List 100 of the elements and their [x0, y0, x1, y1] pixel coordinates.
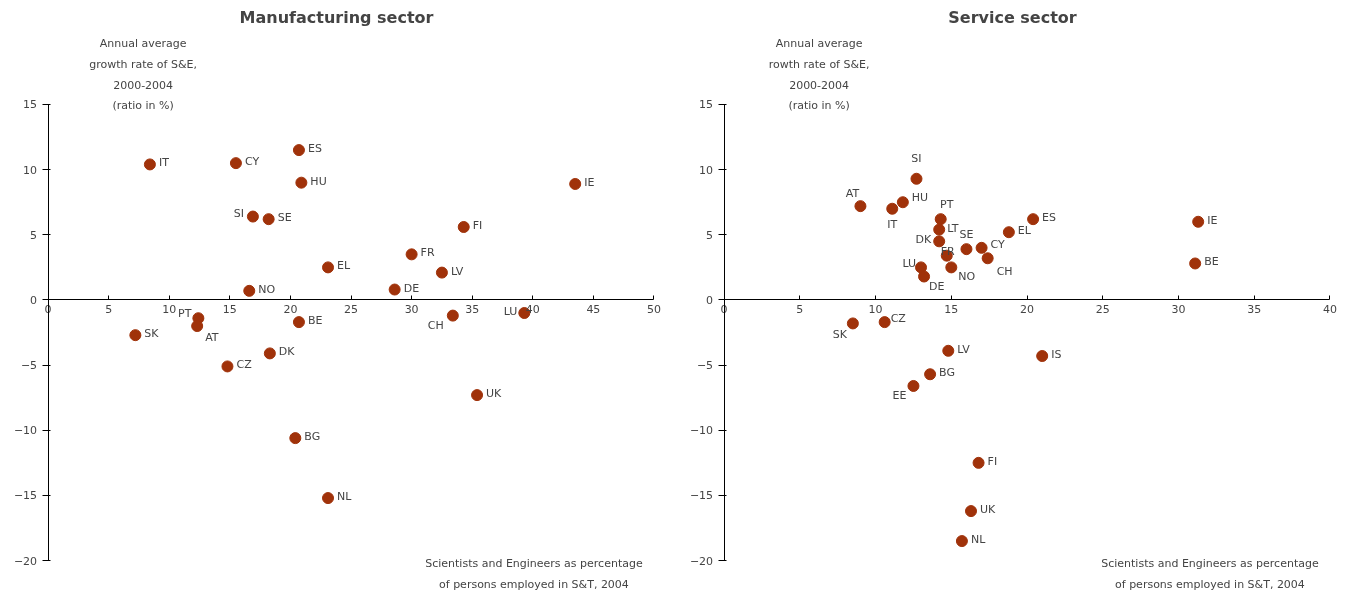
y-tick-label: −10: [689, 424, 714, 438]
y-tick-label: −10: [13, 424, 38, 438]
y-tick-label: 0: [30, 293, 38, 307]
point: [1027, 213, 1040, 226]
annotation: CY: [990, 237, 1006, 251]
y-tick-label: 10: [23, 163, 38, 177]
point: [854, 200, 867, 213]
annotation: FR: [420, 246, 435, 260]
y-axis-title: Annual average rowth rate of S&E, 2000-2004 (ratio in %): [768, 37, 870, 113]
annotation: CH: [427, 318, 444, 332]
point: [1192, 215, 1205, 228]
annotation: EL: [1017, 224, 1032, 238]
x-tick-label: 30: [404, 302, 419, 316]
point: [846, 317, 859, 330]
point: [1036, 350, 1049, 362]
point: [221, 360, 234, 373]
annotation: DE: [929, 279, 945, 293]
point: [457, 221, 470, 233]
x-axis-title: Scientists and Engineers as percentage of persons employed in S&T, 2004: [425, 556, 643, 591]
annotation: CZ: [236, 358, 253, 372]
point: [292, 144, 305, 157]
point: [471, 389, 484, 402]
y-tick-label: 5: [30, 228, 38, 242]
point: [129, 329, 142, 342]
annotation: PT: [178, 307, 192, 321]
point: [322, 492, 335, 505]
annotation: IE: [1207, 213, 1218, 227]
point: [295, 176, 308, 189]
point: [243, 284, 256, 297]
annotation: NL: [337, 490, 353, 504]
point: [263, 347, 276, 360]
y-tick-label: −15: [689, 489, 714, 503]
point: [405, 248, 418, 261]
x-tick-label: 20: [283, 302, 298, 316]
annotation: CZ: [890, 312, 907, 326]
annotation: PT: [940, 198, 954, 212]
y-tick-label: −5: [20, 359, 38, 373]
annotation: SE: [959, 228, 974, 242]
point: [955, 535, 968, 548]
x-tick-label: 30: [1171, 302, 1186, 316]
annotation: CY: [244, 155, 260, 169]
y-tick-label: −5: [696, 359, 714, 373]
annotation: HU: [911, 191, 929, 205]
x-tick-label: 40: [1322, 302, 1337, 316]
y-tick-label: 5: [706, 228, 714, 242]
point: [191, 320, 204, 333]
annotation: UK: [486, 387, 503, 401]
point: [289, 432, 302, 445]
annotation: SE: [277, 211, 292, 225]
point: [965, 505, 977, 518]
x-tick-label: 35: [1247, 302, 1262, 316]
annotation: ES: [1042, 211, 1057, 225]
annotation: BE: [1204, 255, 1219, 269]
point: [262, 213, 275, 226]
point: [933, 223, 946, 236]
annotation: LV: [450, 264, 464, 278]
point: [1002, 226, 1015, 239]
annotation: FI: [987, 454, 998, 468]
x-tick-label: 15: [944, 302, 959, 316]
annotation: LU: [503, 305, 518, 318]
x-tick-label: 25: [344, 302, 359, 316]
point: [292, 316, 305, 329]
y-tick-label: 15: [699, 98, 714, 112]
point: [942, 344, 955, 357]
x-tick-label: 10: [868, 302, 883, 316]
annotation: CH: [996, 265, 1013, 279]
point: [229, 157, 242, 170]
y-tick-label: 10: [699, 163, 714, 177]
annotation: NL: [970, 533, 987, 547]
annotation: LV: [957, 342, 971, 356]
annotation: NO: [958, 270, 976, 284]
x-tick-label: 25: [1095, 302, 1110, 316]
x-tick-label: 15: [222, 302, 237, 316]
annotation: SI: [911, 151, 922, 165]
annotation: DK: [278, 345, 296, 359]
point: [1189, 257, 1202, 270]
annotation: BG: [939, 366, 955, 380]
point: [910, 172, 923, 185]
x-tick-label: 10: [162, 302, 177, 316]
annotation: FR: [940, 244, 956, 258]
annotation: LT: [947, 221, 959, 235]
annotation: HU: [310, 174, 327, 188]
annotation: SK: [144, 327, 160, 341]
annotation: BG: [304, 430, 321, 444]
point: [388, 283, 401, 296]
y-axis-title: Annual average growth rate of S&E, 2000-2004 (ratio in %): [89, 37, 197, 113]
annotation: BE: [307, 314, 323, 328]
annotation: IT: [158, 156, 170, 170]
y-tick-label: −15: [13, 489, 38, 503]
annotation: DE: [403, 281, 420, 295]
point: [878, 316, 891, 329]
x-axis-title: Scientists and Engineers as percentage of persons employed in S&T, 2004: [1101, 556, 1319, 591]
point: [933, 235, 946, 248]
annotation: NO: [258, 282, 276, 296]
point: [981, 252, 994, 265]
point: [907, 379, 920, 392]
x-tick-label: 5: [796, 302, 804, 316]
point: [918, 270, 931, 283]
y-tick-label: 0: [706, 293, 714, 307]
annotation: AT: [845, 187, 860, 201]
